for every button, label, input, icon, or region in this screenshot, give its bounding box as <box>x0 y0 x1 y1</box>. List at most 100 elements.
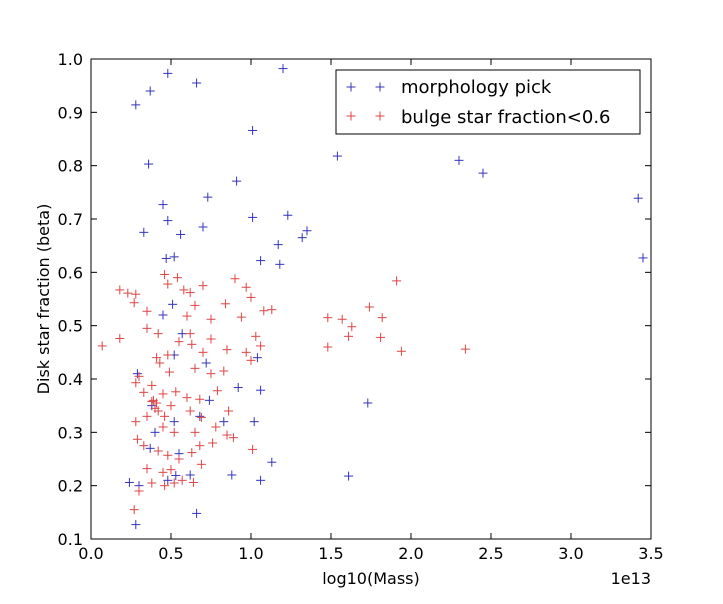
data-point <box>131 289 141 299</box>
data-point <box>323 342 333 352</box>
data-point <box>188 477 198 487</box>
data-point <box>169 417 179 427</box>
data-point <box>187 339 197 349</box>
x-tick-label: 3.5 <box>638 544 663 563</box>
data-point <box>219 417 229 427</box>
data-point <box>182 311 192 321</box>
data-point <box>241 282 251 292</box>
data-point <box>198 347 208 357</box>
data-point <box>347 322 357 332</box>
data-point <box>248 212 258 222</box>
data-point <box>115 285 125 295</box>
data-point <box>158 467 168 477</box>
data-point <box>344 471 354 481</box>
data-point <box>163 216 173 226</box>
data-point <box>201 358 211 368</box>
data-point <box>206 369 216 379</box>
data-point <box>131 100 141 110</box>
data-point <box>249 417 259 427</box>
data-point <box>171 387 181 397</box>
series-0 <box>124 64 648 530</box>
data-point <box>248 125 258 135</box>
data-point <box>187 448 197 458</box>
data-point <box>278 64 288 74</box>
data-point <box>169 252 179 262</box>
data-point <box>195 441 205 451</box>
data-point <box>163 450 173 460</box>
data-point <box>190 427 200 437</box>
data-point <box>115 333 125 343</box>
data-point <box>142 306 152 316</box>
data-point <box>147 478 157 488</box>
data-point <box>212 386 222 396</box>
data-point <box>142 464 152 474</box>
data-point <box>145 443 155 453</box>
data-point <box>171 471 181 481</box>
x-tick-label: 2.5 <box>478 544 503 563</box>
data-point <box>196 412 206 422</box>
data-point <box>139 227 149 237</box>
data-point <box>454 155 464 165</box>
data-point <box>233 383 243 393</box>
data-point <box>179 285 189 295</box>
data-point <box>147 380 157 390</box>
data-point <box>145 86 155 96</box>
data-point <box>139 441 149 451</box>
data-point <box>150 427 160 437</box>
y-tick-label: 0.3 <box>58 423 83 442</box>
x-tick-label: 3.0 <box>558 544 583 563</box>
y-tick-label: 0.5 <box>58 317 83 336</box>
data-point <box>323 313 333 323</box>
y-axis-label: Disk star fraction (beta) <box>34 204 53 395</box>
data-point <box>246 292 256 302</box>
data-point <box>198 281 208 291</box>
data-point <box>131 520 141 530</box>
y-tick-label: 0.8 <box>58 157 83 176</box>
data-point <box>267 305 277 315</box>
data-point <box>166 401 176 411</box>
data-point <box>190 300 200 310</box>
data-point <box>192 78 202 88</box>
data-point <box>256 385 266 395</box>
data-point <box>232 176 242 186</box>
data-point <box>153 329 163 339</box>
data-point <box>158 310 168 320</box>
ticks-layer: 0.0 0.5 1.0 1.5 2.0 2.5 3.0 3.5 0.1 0.2 0.3 0.4 0.5 0… <box>58 50 664 563</box>
data-point <box>182 393 192 403</box>
data-point <box>195 411 205 421</box>
data-point <box>196 459 206 469</box>
data-point <box>248 444 258 454</box>
data-point <box>222 345 232 355</box>
data-point <box>638 253 648 263</box>
legend-marker-left <box>346 111 356 121</box>
data-point <box>131 417 141 427</box>
data-point <box>164 367 174 377</box>
legend-marker-right <box>375 82 385 92</box>
data-point <box>392 276 402 286</box>
data-point <box>302 226 312 236</box>
data-point <box>206 334 216 344</box>
data-point <box>337 314 347 324</box>
data-point <box>204 395 214 405</box>
series-layer <box>97 64 648 530</box>
data-point <box>478 168 488 178</box>
data-point <box>267 457 277 467</box>
data-point <box>460 344 470 354</box>
legend: morphology pick bulge star fraction<0.6 <box>335 69 641 135</box>
series-1 <box>97 269 470 515</box>
data-point <box>230 274 240 284</box>
data-point <box>228 433 238 443</box>
y-tick-label: 0.1 <box>58 530 83 549</box>
y-tick-label: 0.9 <box>58 103 83 122</box>
data-point <box>166 465 176 475</box>
data-point <box>222 430 232 440</box>
legend-label: morphology pick <box>401 77 552 98</box>
data-point <box>185 329 195 339</box>
data-point <box>169 427 179 437</box>
data-point <box>153 446 163 456</box>
data-point <box>163 68 173 78</box>
data-point <box>123 288 133 298</box>
data-point <box>220 299 230 309</box>
data-point <box>172 273 182 283</box>
